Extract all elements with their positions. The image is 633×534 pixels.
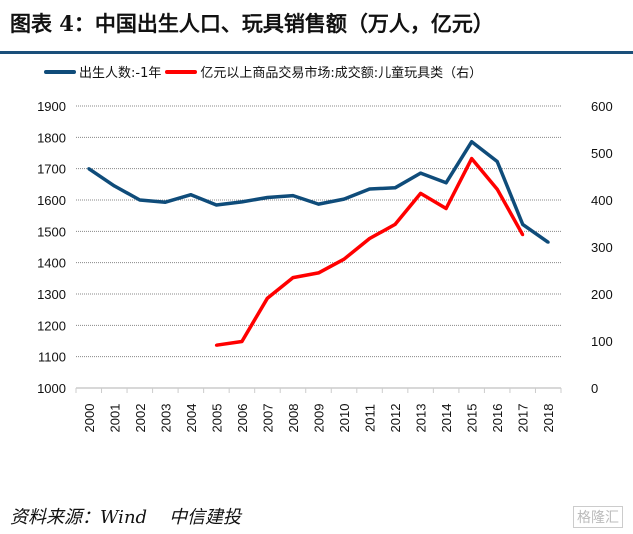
data-point-0 xyxy=(87,167,91,171)
left-tick-label: 1300 xyxy=(37,287,66,302)
data-point-0 xyxy=(444,181,448,185)
data-point-1 xyxy=(419,191,423,195)
data-point-1 xyxy=(265,296,269,300)
x-tick-label: 2002 xyxy=(133,404,148,433)
watermark-logo: 格隆汇 xyxy=(573,506,623,528)
data-point-1 xyxy=(368,237,372,241)
x-tick-label: 2010 xyxy=(337,404,352,433)
data-point-1 xyxy=(444,206,448,210)
x-tick-label: 2011 xyxy=(363,404,378,432)
data-point-0 xyxy=(189,193,193,197)
left-tick-label: 1600 xyxy=(37,193,66,208)
x-tick-label: 2007 xyxy=(260,404,275,433)
data-point-0 xyxy=(393,186,397,190)
x-tick-label: 2012 xyxy=(388,404,403,433)
legend-swatch-birth xyxy=(44,69,76,74)
data-point-0 xyxy=(265,195,269,199)
data-point-1 xyxy=(470,157,474,161)
right-tick-label: 100 xyxy=(591,334,613,349)
legend: 出生人数:-1年 亿元以上商品交易市场:成交额:儿童玩具类（右） xyxy=(44,62,482,81)
data-point-1 xyxy=(214,343,218,347)
data-point-0 xyxy=(291,194,295,198)
x-tick-label: 2018 xyxy=(541,404,556,433)
series-line-0 xyxy=(87,139,550,244)
left-tick-label: 1100 xyxy=(38,350,66,365)
data-point-1 xyxy=(521,233,525,237)
data-point-0 xyxy=(214,203,218,207)
x-tick-label: 2000 xyxy=(82,404,97,433)
data-point-0 xyxy=(112,184,116,188)
data-point-0 xyxy=(368,187,372,191)
source-note: 资料来源：Wind 中信建投 xyxy=(10,503,241,529)
x-tick-label: 2003 xyxy=(158,404,173,433)
x-tick-label: 2004 xyxy=(184,404,199,433)
data-point-0 xyxy=(342,197,346,201)
left-tick-label: 1800 xyxy=(37,130,66,145)
right-tick-label: 500 xyxy=(591,146,613,161)
x-tick-label: 2005 xyxy=(209,404,224,433)
data-point-1 xyxy=(495,187,499,191)
org-name: 中信建投 xyxy=(169,507,242,528)
data-point-0 xyxy=(495,159,499,163)
left-tick-label: 1200 xyxy=(37,318,66,333)
legend-swatch-toys xyxy=(165,69,198,74)
data-point-0 xyxy=(163,200,167,204)
left-tick-label: 1900 xyxy=(37,99,66,114)
legend-label-birth: 出生人数:-1年 xyxy=(79,66,162,81)
right-tick-label: 600 xyxy=(591,99,613,114)
x-tick-label: 2006 xyxy=(235,404,250,433)
x-tick-label: 2015 xyxy=(465,404,480,433)
data-point-1 xyxy=(317,271,320,275)
left-tick-label: 1400 xyxy=(37,256,66,271)
x-tick-label: 2001 xyxy=(107,404,122,433)
data-point-0 xyxy=(521,222,525,226)
left-tick-label: 1000 xyxy=(37,381,66,396)
x-tick-label: 2013 xyxy=(414,404,429,433)
series-line-1 xyxy=(216,156,525,347)
x-tick-label: 2017 xyxy=(516,404,531,433)
left-tick-label: 1700 xyxy=(37,162,66,177)
chart-title: 图表 4：中国出生人口、玩具销售额（万人，亿元） xyxy=(10,11,494,36)
right-tick-label: 0 xyxy=(591,381,598,396)
x-tick-label: 2008 xyxy=(286,404,301,433)
data-point-1 xyxy=(240,339,244,343)
data-point-0 xyxy=(240,200,244,204)
right-tick-label: 300 xyxy=(591,240,613,255)
left-tick-label: 1500 xyxy=(37,224,66,239)
data-point-0 xyxy=(317,202,320,206)
data-point-0 xyxy=(470,140,474,144)
x-tick-label: 2009 xyxy=(312,404,327,433)
data-point-1 xyxy=(342,257,346,261)
data-point-0 xyxy=(546,240,550,244)
source-text: 资料来源：Wind xyxy=(10,507,148,528)
x-tick-label: 2016 xyxy=(490,404,505,433)
title-divider xyxy=(0,51,633,54)
data-point-1 xyxy=(291,276,295,280)
right-tick-label: 200 xyxy=(591,287,613,302)
legend-label-toys: 亿元以上商品交易市场:成交额:儿童玩具类（右） xyxy=(200,66,483,81)
data-point-1 xyxy=(393,222,397,226)
data-point-0 xyxy=(419,171,423,175)
right-tick-label: 400 xyxy=(591,193,613,208)
data-point-0 xyxy=(138,198,142,202)
x-tick-label: 2014 xyxy=(439,404,454,433)
